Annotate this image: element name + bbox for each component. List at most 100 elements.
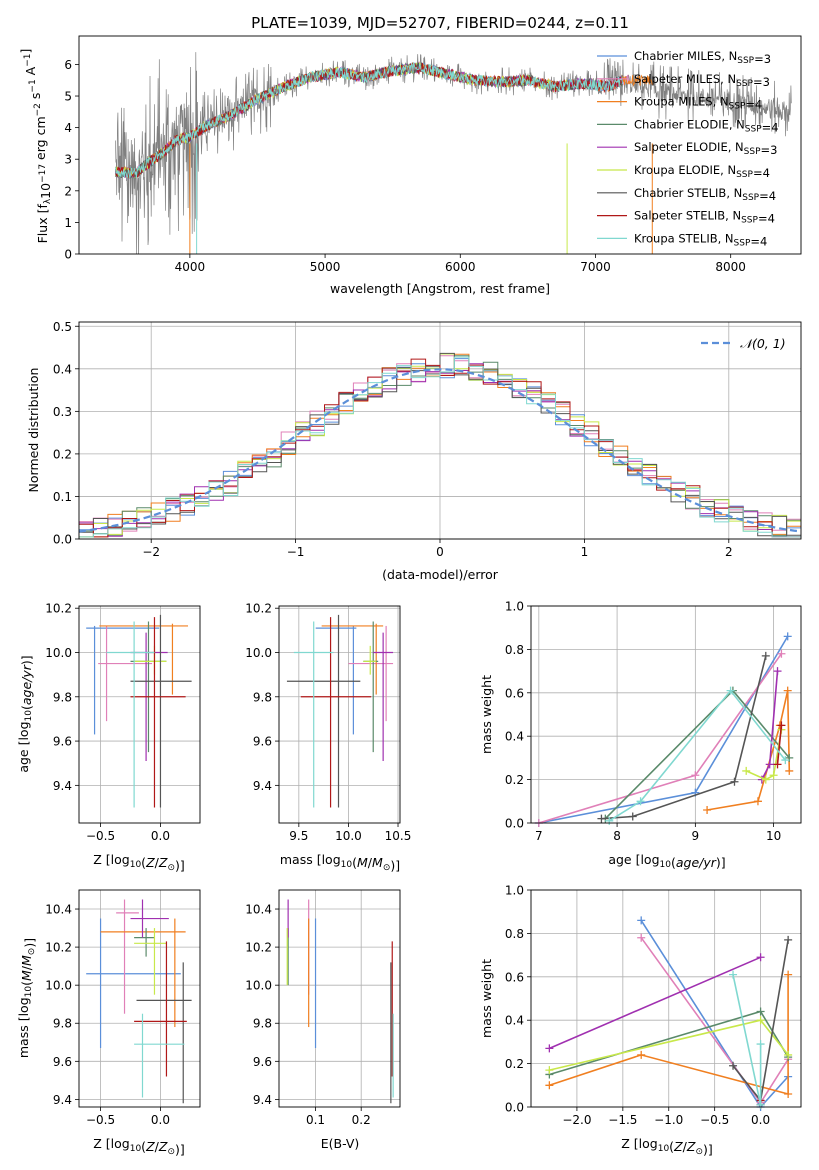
y-tick-label: 1 bbox=[64, 216, 72, 230]
series-marker-salpeter_miles bbox=[777, 649, 786, 658]
y-tick-label: 10.0 bbox=[245, 646, 272, 660]
y-tick-label: 0.1 bbox=[53, 490, 72, 504]
y-tick-label: 10.2 bbox=[245, 941, 272, 955]
y-tick-label: 0.4 bbox=[53, 362, 72, 376]
series-marker-salpeter_elodie bbox=[773, 667, 782, 676]
y-tick-label: 0.2 bbox=[53, 447, 72, 461]
legend-label: Chabrier ELODIE, NSSP=4 bbox=[634, 117, 779, 134]
legend: Chabrier MILES, NSSP=3 Salpeter MILES, NS… bbox=[597, 49, 779, 248]
series-line-kroupa_elodie bbox=[745, 729, 783, 781]
y-tick-label: 9.4 bbox=[253, 1093, 272, 1107]
series-marker-kroupa_stelib bbox=[726, 686, 735, 695]
normal-curve bbox=[79, 368, 801, 533]
series-marker-kroupa_elodie bbox=[769, 771, 778, 780]
x-tick-label: 0.2 bbox=[352, 1113, 371, 1127]
x-tick-label: 0.0 bbox=[151, 1113, 170, 1127]
series-line-kroupa_stelib bbox=[608, 689, 786, 822]
legend-label: Kroupa ELODIE, NSSP=4 bbox=[634, 163, 770, 180]
y-tick-label: 9.8 bbox=[253, 1017, 272, 1031]
y-tick-label: 0 bbox=[64, 248, 72, 262]
histogram-step-kroupa_stelib bbox=[79, 356, 801, 538]
x-axis-label: Z [log10(Z/Z⊙)] bbox=[93, 852, 185, 873]
x-tick-label: 10 bbox=[766, 829, 781, 843]
x-tick-label: −1 bbox=[287, 545, 305, 559]
series-marker-chabrier_stelib bbox=[628, 812, 637, 821]
y-tick-label: 0.3 bbox=[53, 405, 72, 419]
x-tick-label: 4000 bbox=[175, 260, 206, 274]
series-marker-kroupa_miles bbox=[545, 1081, 554, 1090]
axes-frame bbox=[78, 889, 201, 1108]
x-tick-label: −0.5 bbox=[700, 1113, 729, 1127]
x-axis-label: mass [log10(M/M⊙)] bbox=[280, 852, 400, 873]
x-tick-label: −2.0 bbox=[562, 1113, 591, 1127]
x-tick-label: 7000 bbox=[580, 260, 611, 274]
y-tick-label: 0.6 bbox=[505, 970, 524, 984]
y-axis-label: Flux [fλ10−17 erg cm−2 s−1 A−1] bbox=[18, 49, 53, 244]
chart-title: PLATE=1039, MJD=52707, FIBERID=0244, z=0… bbox=[251, 14, 629, 32]
x-tick-label: 7 bbox=[535, 829, 543, 843]
y-axis-label: mass weight bbox=[479, 959, 494, 1038]
y-tick-label: 9.6 bbox=[53, 1055, 72, 1069]
x-tick-label: 0.0 bbox=[151, 829, 170, 843]
series-marker-kroupa_elodie bbox=[756, 1016, 765, 1025]
x-axis-label: Z [log10(Z/Z⊙)] bbox=[93, 1136, 185, 1157]
x-tick-label: 9.5 bbox=[289, 829, 308, 843]
axes-frame bbox=[78, 35, 802, 255]
axes-frame bbox=[530, 889, 802, 1108]
y-tick-label: 9.8 bbox=[53, 690, 72, 704]
series-marker-kroupa_elodie bbox=[742, 766, 751, 775]
legend-label: Salpeter MILES, NSSP=3 bbox=[634, 72, 770, 89]
y-tick-label: 2 bbox=[64, 184, 72, 198]
x-tick-label: 0.1 bbox=[306, 1113, 325, 1127]
legend-label: Kroupa MILES, NSSP=4 bbox=[634, 95, 762, 112]
series-marker-chabrier_stelib bbox=[597, 814, 606, 823]
series-marker-chabrier_stelib bbox=[730, 777, 739, 786]
series-marker-kroupa_stelib bbox=[756, 1100, 765, 1109]
x-axis-label: (data-model)/error bbox=[382, 567, 499, 582]
y-tick-label: 1.0 bbox=[505, 884, 524, 898]
histogram-step-salpeter_stelib bbox=[79, 358, 801, 538]
mass-weight-vs-age-chart: 7 8 9 10 0.0 0.2 0.4 0.6 0.8 1.0 mass weight age [l… bbox=[479, 600, 802, 870]
axes-frame bbox=[78, 321, 802, 540]
y-tick-label: 0.8 bbox=[505, 927, 524, 941]
mass-vs-metallicity-chart-plot-area bbox=[86, 899, 192, 1104]
y-tick-label: 9.8 bbox=[53, 1017, 72, 1031]
series-marker-kroupa_stelib bbox=[781, 756, 790, 765]
model-spectrum-kroupa_stelib bbox=[115, 61, 623, 179]
y-axis-label: Normed distribution bbox=[26, 368, 41, 493]
mass-vs-extinction-chart: 0.1 0.2 9.4 9.6 9.8 10.0 10.2 10.4 E(B-V) bbox=[245, 889, 401, 1151]
x-tick-label: 2 bbox=[725, 545, 733, 559]
y-tick-label: 0.6 bbox=[505, 686, 524, 700]
legend-label: Kroupa STELIB, NSSP=4 bbox=[634, 231, 767, 248]
legend-label: Chabrier STELIB, NSSP=4 bbox=[634, 186, 776, 203]
axes-frame bbox=[78, 605, 201, 824]
y-tick-label: 0.4 bbox=[505, 1014, 524, 1028]
y-tick-label: 9.4 bbox=[53, 779, 72, 793]
y-tick-label: 9.6 bbox=[253, 1055, 272, 1069]
series-marker-kroupa_miles bbox=[783, 686, 792, 695]
histogram-plot-area bbox=[79, 352, 801, 538]
series-marker-chabrier_miles bbox=[637, 916, 646, 925]
x-axis-label: age [log10(age/yr)] bbox=[608, 852, 725, 870]
y-tick-label: 9.8 bbox=[253, 690, 272, 704]
x-tick-label: 10.5 bbox=[385, 829, 412, 843]
series-line-chabrier_elodie bbox=[604, 689, 790, 820]
mass-weight-vs-metallicity-chart: −2.0 −1.5 −1.0 −0.5 0.0 0.0 0.2 0.4 0.6 0.8 1.0 mas… bbox=[479, 884, 802, 1157]
axes-frame bbox=[530, 605, 802, 824]
series-marker-kroupa_miles bbox=[637, 1050, 646, 1059]
series-marker-salpeter_elodie bbox=[765, 760, 774, 769]
series-line-chabrier_miles bbox=[538, 635, 789, 824]
y-tick-label: 6 bbox=[64, 58, 72, 72]
y-tick-label: 9.6 bbox=[53, 735, 72, 749]
y-tick-label: 3 bbox=[64, 153, 72, 167]
y-tick-label: 10.2 bbox=[45, 602, 72, 616]
series-marker-chabrier_stelib bbox=[761, 651, 770, 660]
series-line-salpeter_elodie bbox=[549, 956, 761, 1050]
series-marker-kroupa_elodie bbox=[545, 1066, 554, 1075]
spectrum-chart: 4000 5000 6000 7000 8000 0 1 2 3 4 5 6 PLATE=1039, M… bbox=[18, 14, 802, 296]
y-tick-label: 10.0 bbox=[45, 979, 72, 993]
y-tick-label: 0.5 bbox=[53, 320, 72, 334]
x-tick-label: 0.0 bbox=[751, 1113, 770, 1127]
series-marker-salpeter_stelib bbox=[773, 760, 782, 769]
y-tick-label: 10.2 bbox=[245, 602, 272, 616]
